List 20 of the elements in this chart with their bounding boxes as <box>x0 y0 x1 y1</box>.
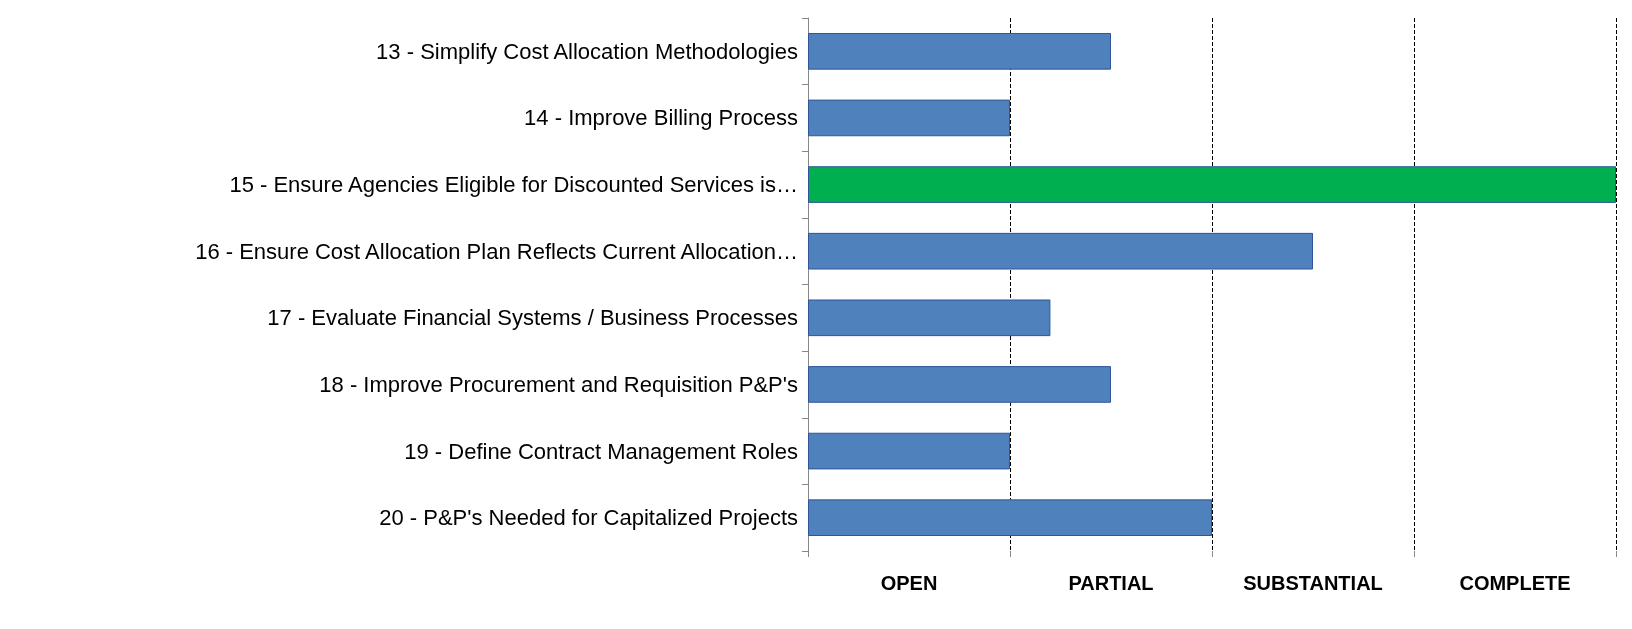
text: OPEN <box>880 572 938 594</box>
bar <box>808 232 1313 270</box>
y-tick-label: 14 - Improve Billing Process <box>524 105 798 131</box>
bar <box>808 99 1010 137</box>
bar <box>808 499 1212 537</box>
y-tick-label: 20 - P&P's Needed for Capitalized Projects <box>379 505 798 531</box>
y-tick-label: 13 - Simplify Cost Allocation Methodologies <box>376 38 798 64</box>
text: PARTIAL <box>1068 572 1154 594</box>
y-tick-label: 16 - Ensure Cost Allocation Plan Reflects Current Allocation… <box>195 238 798 264</box>
y-tick-label: 15 - Ensure Agencies Eligible for Discounted Services is… <box>229 172 798 198</box>
y-tick-label: 17 - Evaluate Financial Systems / Business Processes <box>267 305 798 331</box>
y-tick-label: 19 - Define Contract Management Roles <box>404 438 798 464</box>
bar <box>808 32 1111 70</box>
y-tick-label: 18 - Improve Procurement and Requisition P&P's <box>319 371 798 397</box>
bar <box>808 166 1616 203</box>
bar <box>808 432 1010 470</box>
bar <box>808 299 1051 337</box>
text: COMPLETE <box>1459 572 1571 594</box>
bar <box>808 366 1111 403</box>
text: SUBSTANTIAL <box>1243 572 1383 594</box>
